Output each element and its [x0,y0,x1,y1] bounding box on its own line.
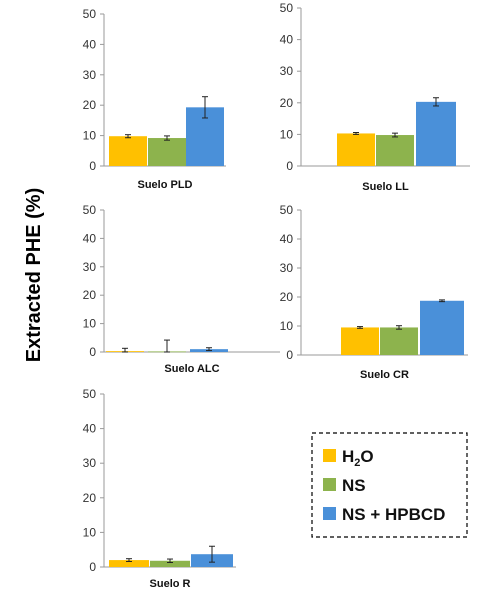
y-tick-label: 10 [280,127,294,141]
error-bar [164,339,170,353]
error-bar [202,96,208,119]
y-tick-label: 50 [280,203,294,217]
y-tick-label: 0 [89,345,96,359]
y-tick-label: 20 [83,288,97,302]
chart-panel: 0 10 20 30 40 50 Suelo CR [280,203,468,381]
error-bar [126,558,132,562]
y-tick-label: 50 [280,1,294,15]
bar [416,101,456,166]
legend-box [311,432,468,538]
bar [341,327,379,355]
bar [376,135,414,166]
y-tick-label: 20 [280,290,294,304]
y-tick-label: 50 [83,387,97,401]
y-tick-label: 20 [83,491,97,505]
chart-panel: 0 10 20 30 40 50 Suelo PLD [83,7,226,191]
error-bar [357,326,363,329]
chart-title: Suelo CR [360,369,409,381]
chart-title: Suelo PLD [137,179,192,191]
y-tick-label: 40 [280,33,294,47]
chart-title: Suelo R [150,578,191,590]
error-bar [396,325,402,330]
legend-item: H2O [323,447,374,469]
legend-label: H2O [342,447,374,469]
error-bar [167,558,173,564]
y-tick-label: 40 [83,422,97,436]
chart-title: Suelo ALC [164,363,219,375]
y-tick-label: 30 [83,68,97,82]
y-tick-label: 40 [280,232,294,246]
error-bar [125,134,131,139]
y-tick-label: 40 [83,231,97,245]
legend-label: NS [342,476,366,495]
error-bar [353,132,359,135]
y-tick-label: 30 [280,261,294,275]
y-tick-label: 50 [83,7,97,21]
y-tick-label: 30 [280,64,294,78]
chart-title: Suelo LL [362,181,409,193]
y-tick-label: 0 [286,159,293,173]
chart-panel: 0 10 20 30 40 50 Suelo LL [280,1,470,193]
y-tick-label: 20 [83,98,97,112]
error-bar [164,135,170,141]
y-tick-label: 10 [280,319,294,333]
y-tick-label: 50 [83,203,97,217]
error-bar [209,545,215,563]
legend-item: NS + HPBCD [323,505,445,524]
y-tick-label: 10 [83,525,97,539]
chart-panel: 0 10 20 30 40 50 Suelo R [83,387,236,590]
y-tick-label: 10 [83,129,97,143]
bar [109,560,149,567]
error-bar [392,132,398,138]
bar [109,136,147,166]
legend-item: NS [323,476,366,495]
error-bar [122,347,128,353]
y-tick-label: 0 [89,560,96,574]
bar [337,133,375,166]
chart-panel: 0 10 20 30 40 50 Suelo ALC [83,203,280,375]
y-tick-label: 10 [83,317,97,331]
y-tick-label: 30 [83,456,97,470]
y-axis-label: Extracted PHE (%) [23,188,45,363]
legend-label: NS + HPBCD [342,505,445,524]
error-bar [433,97,439,107]
legend-swatch [323,449,336,462]
y-tick-label: 30 [83,260,97,274]
y-tick-label: 20 [280,96,294,110]
y-tick-label: 40 [83,37,97,51]
legend-swatch [323,507,336,520]
y-tick-label: 0 [89,159,96,173]
bar [148,138,186,166]
y-tick-label: 0 [286,348,293,362]
legend: H2O NS NS + HPBCD [311,432,468,538]
error-bar [439,299,445,303]
error-bar [206,347,212,352]
bar [150,560,190,567]
bar [420,300,464,355]
legend-swatch [323,478,336,491]
bar [380,327,418,355]
